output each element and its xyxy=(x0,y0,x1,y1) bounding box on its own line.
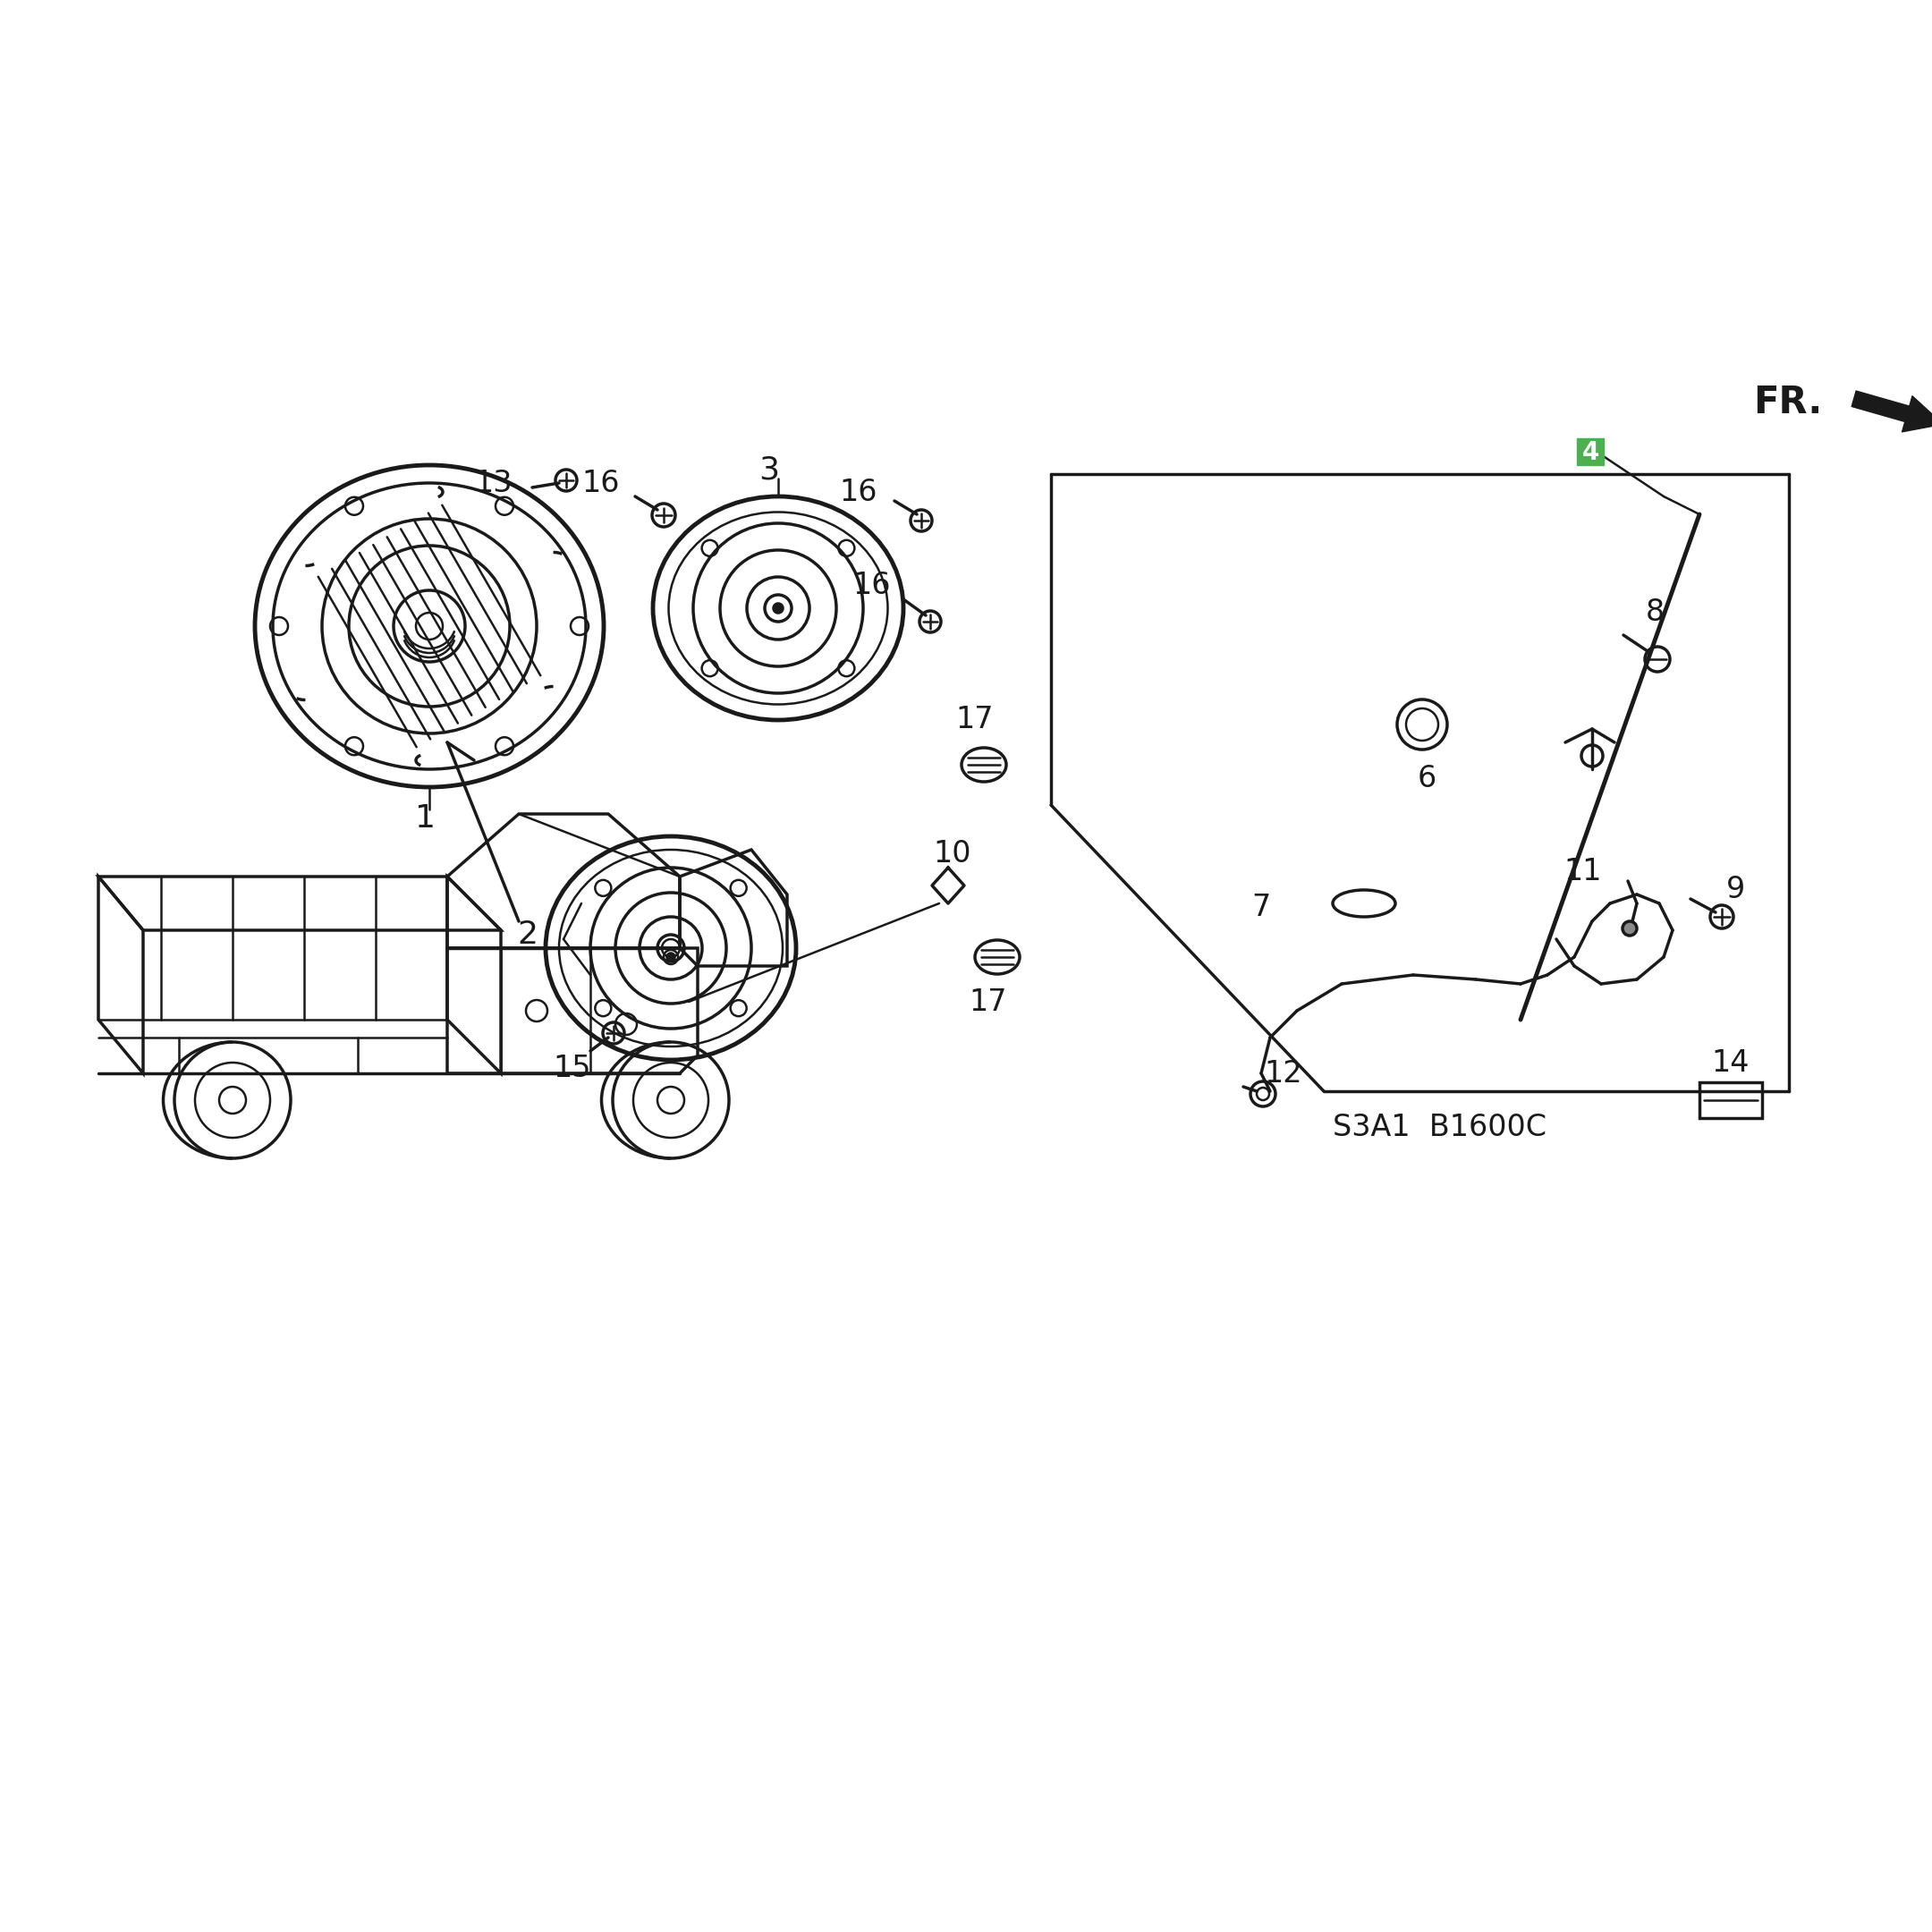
Text: 2: 2 xyxy=(518,920,537,951)
Text: 9: 9 xyxy=(1725,875,1745,904)
Text: 6: 6 xyxy=(1418,763,1435,792)
Circle shape xyxy=(667,954,674,960)
Text: 12: 12 xyxy=(1264,1059,1302,1088)
Text: 13: 13 xyxy=(473,468,512,498)
Text: 14: 14 xyxy=(1712,1047,1750,1078)
Text: FR.: FR. xyxy=(1752,384,1822,421)
Circle shape xyxy=(773,603,782,612)
Text: 17: 17 xyxy=(956,705,993,734)
Text: 1: 1 xyxy=(415,804,435,833)
Text: 16: 16 xyxy=(854,572,891,601)
Circle shape xyxy=(1623,922,1636,935)
Text: 17: 17 xyxy=(970,987,1007,1016)
Text: S3A1  B1600C: S3A1 B1600C xyxy=(1333,1113,1546,1142)
Text: 15: 15 xyxy=(553,1055,591,1084)
FancyArrowPatch shape xyxy=(1851,390,1932,433)
Text: 7: 7 xyxy=(1252,893,1271,923)
Text: 8: 8 xyxy=(1646,597,1663,628)
Text: 16: 16 xyxy=(840,477,877,506)
Text: 16: 16 xyxy=(582,468,620,498)
Text: 3: 3 xyxy=(759,454,779,485)
Bar xyxy=(1700,1082,1762,1119)
FancyBboxPatch shape xyxy=(1577,439,1604,466)
Text: 10: 10 xyxy=(933,838,972,869)
Text: 4: 4 xyxy=(1582,440,1600,466)
Text: 11: 11 xyxy=(1565,858,1602,887)
